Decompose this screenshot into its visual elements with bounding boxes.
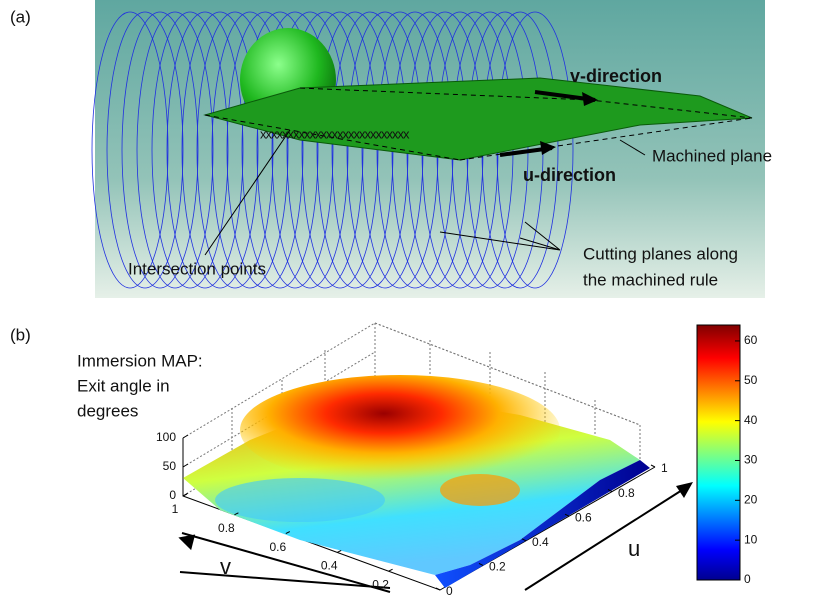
panel-label: (b) xyxy=(10,325,31,344)
v-tick-label: 0.8 xyxy=(218,521,235,535)
colorbar-tick-label: 10 xyxy=(744,532,758,546)
u-tick-label: 1 xyxy=(661,461,668,475)
u-tick-label: 0.4 xyxy=(532,535,549,549)
surface-hot-region xyxy=(240,375,560,485)
panel-label: (a) xyxy=(10,7,31,26)
colorbar-tick-label: 0 xyxy=(744,572,751,586)
u-direction-label: u-direction xyxy=(523,165,616,185)
colorbar-tick-label: 40 xyxy=(744,413,758,427)
plot-title: Exit angle in xyxy=(77,376,170,395)
u-tick-label: 0.6 xyxy=(575,510,592,524)
z-tick-label: 0 xyxy=(169,488,176,502)
cutting-planes-label: Cutting planes along xyxy=(583,244,738,263)
z-tick xyxy=(183,464,188,467)
z-tick-label: 100 xyxy=(156,430,176,444)
v-tick-label: 0.2 xyxy=(372,577,389,591)
v-tick-label: 1 xyxy=(172,502,179,516)
surface-cool-region xyxy=(215,478,385,522)
u-arrowhead xyxy=(676,482,693,498)
v-axis-label: v xyxy=(220,554,231,579)
v-direction-label: v-direction xyxy=(570,66,662,86)
colorbar xyxy=(697,325,740,580)
surface-warm-region xyxy=(440,474,520,506)
colorbar-tick-label: 20 xyxy=(744,492,758,506)
figure: xxxxxxxxxxxxxxxxxxxxxxxxxxx (a) v-direct… xyxy=(0,0,814,598)
cutting-planes-label: the machined rule xyxy=(583,270,718,289)
u-axis-label: u xyxy=(628,536,640,561)
u-tick-label: 0 xyxy=(446,584,453,598)
z-tick-label: 50 xyxy=(163,459,177,473)
v-tick xyxy=(337,550,341,552)
z-tick xyxy=(183,435,188,438)
u-tick-label: 0.8 xyxy=(618,486,635,500)
machined-plane-label: Machined plane xyxy=(652,146,772,165)
intersection-marks: xxxxxxxxxxxxxxxxxxxxxxxxxxx xyxy=(260,126,410,141)
colorbar-tick-label: 60 xyxy=(744,333,758,347)
v-arrowhead xyxy=(176,530,196,550)
v-tick xyxy=(389,569,393,571)
u-tick xyxy=(651,465,655,467)
colorbar-tick-label: 50 xyxy=(744,373,758,387)
u-tick-label: 0.2 xyxy=(489,560,506,574)
colorbar-tick-label: 30 xyxy=(744,453,758,467)
plot-title: Immersion MAP: xyxy=(77,351,203,370)
v-tick-label: 0.4 xyxy=(321,559,338,573)
v-arrow xyxy=(180,572,390,588)
v-tick-label: 0.6 xyxy=(269,540,286,554)
intersection-points-label: Intersection points xyxy=(128,259,266,278)
plot-title: degrees xyxy=(77,401,138,420)
